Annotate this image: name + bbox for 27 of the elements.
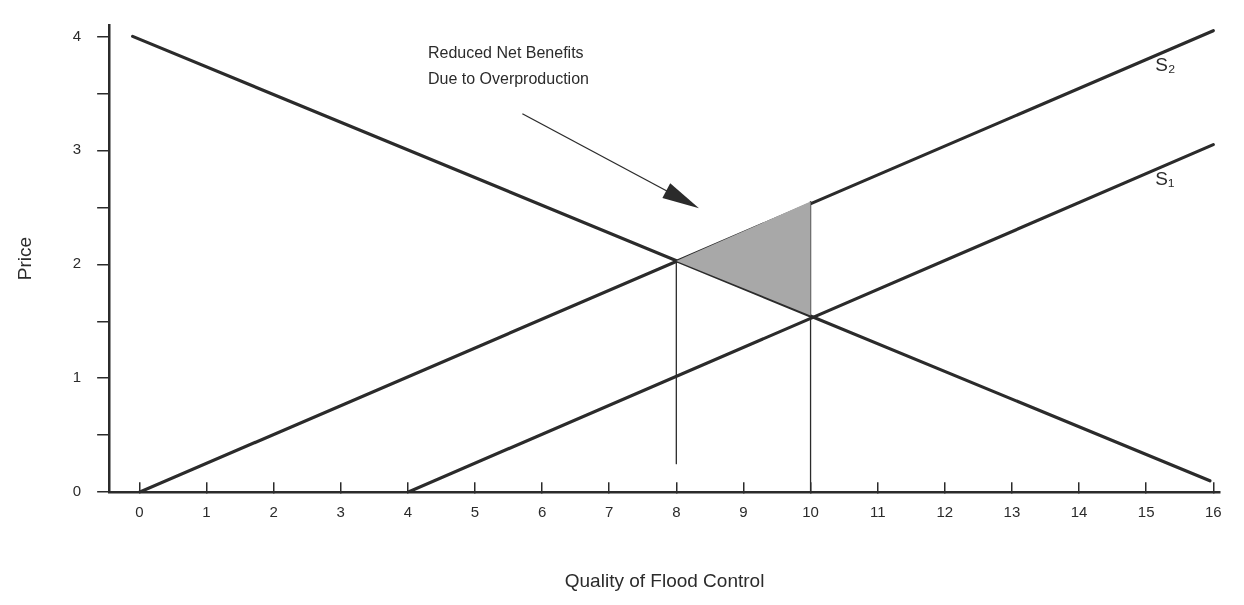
x-tick-label: 10: [802, 503, 819, 521]
x-tick-label: 11: [869, 503, 886, 521]
x-tick-label: 6: [537, 503, 547, 521]
y-tick-label: 3: [72, 140, 82, 158]
series-label: S₂: [1155, 53, 1176, 75]
x-tick-label: 13: [1003, 503, 1021, 521]
y-tick-label: 2: [72, 254, 82, 272]
x-tick-label: 8: [672, 503, 681, 521]
y-tick-label: 0: [72, 482, 82, 500]
x-tick-label: 5: [470, 503, 480, 521]
y-tick-label: 4: [72, 26, 82, 44]
x-tick-label: 7: [605, 503, 614, 521]
annotation: Reduced Net Benefits Due to Overproduction: [427, 44, 589, 88]
x-tick-label: 12: [936, 503, 954, 521]
x-tick-label: 0: [135, 503, 144, 521]
x-tick-label: 15: [1137, 503, 1155, 521]
y-tick-label: 1: [72, 368, 82, 386]
x-axis-title: Quality of Flood Control: [564, 569, 765, 591]
x-tick-label: 2: [269, 503, 278, 521]
x-tick-label: 9: [739, 503, 748, 521]
y-axis-title: Price: [13, 236, 35, 281]
x-tick-label: 3: [336, 503, 345, 521]
x-tick-label: 1: [202, 503, 211, 521]
x-tick-label: 16: [1204, 503, 1222, 521]
x-tick-label: 4: [403, 503, 412, 521]
x-tick-label: 14: [1070, 503, 1088, 521]
series-label: S₁: [1155, 167, 1175, 189]
